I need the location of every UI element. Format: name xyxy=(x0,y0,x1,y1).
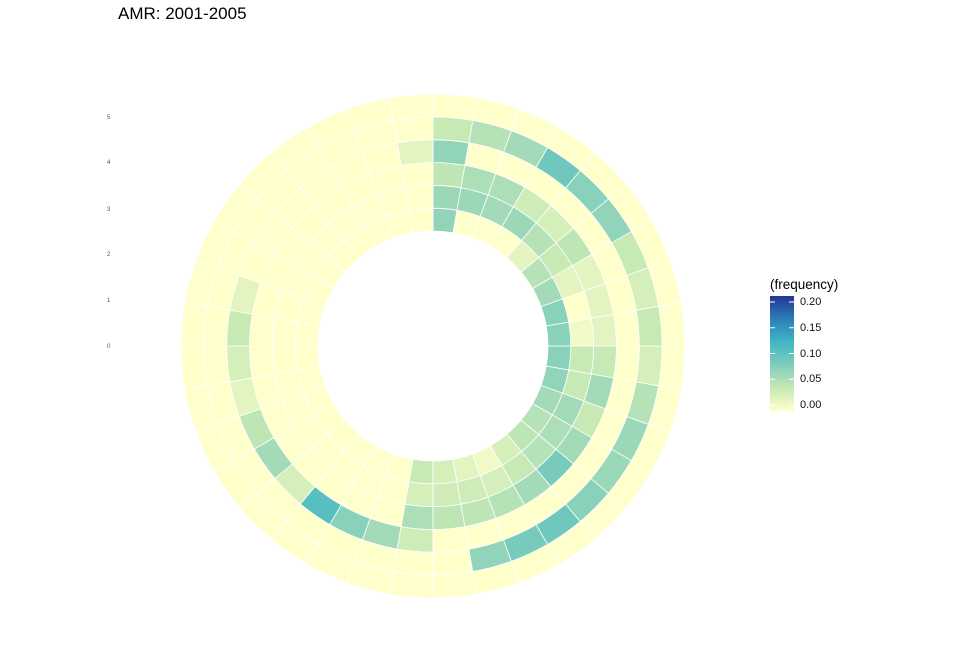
heat-cell xyxy=(432,481,462,508)
heat-cell xyxy=(226,345,253,383)
heat-cell xyxy=(590,313,617,347)
heat-cell xyxy=(432,139,470,166)
heat-cell xyxy=(400,503,434,530)
heat-cell xyxy=(432,207,458,234)
heat-cell xyxy=(545,345,572,371)
heat-cell xyxy=(249,313,276,347)
heat-cell xyxy=(658,301,686,347)
heat-cell xyxy=(432,503,466,530)
heat-cell xyxy=(404,481,434,508)
color-legend: (frequency) 0.20 0.15 0.10 0.05 0.00 xyxy=(770,277,838,416)
legend-tick-label: 0.20 xyxy=(800,296,822,308)
heat-cell xyxy=(432,162,466,189)
legend-tick-label: 0.10 xyxy=(800,347,822,360)
heat-cell xyxy=(613,345,640,383)
radial-label: 0 xyxy=(107,344,111,350)
heat-cell xyxy=(203,345,231,387)
heat-cell xyxy=(432,93,478,121)
heat-cell xyxy=(226,309,253,347)
legend-tick-label: 0.00 xyxy=(800,399,822,411)
heat-cell xyxy=(590,345,617,379)
legend-tick-label: 0.15 xyxy=(800,321,822,334)
legend-body: 0.20 0.15 0.10 0.05 0.00 xyxy=(770,296,838,416)
radial-label: 2 xyxy=(107,252,111,258)
heat-cell xyxy=(432,184,462,211)
heat-cell xyxy=(392,548,434,576)
heat-cell xyxy=(396,526,434,553)
heat-cell xyxy=(388,571,434,599)
heat-cell xyxy=(568,345,595,375)
heat-cell xyxy=(613,309,640,347)
heat-cell xyxy=(432,548,474,576)
radial-label: 5 xyxy=(107,115,111,121)
heat-cell xyxy=(635,345,663,387)
heat-cell xyxy=(432,116,474,144)
heat-cell xyxy=(432,571,478,599)
heat-cell xyxy=(388,93,434,121)
heat-cell xyxy=(432,526,470,553)
legend-colorbar xyxy=(770,296,794,411)
heat-cell xyxy=(294,321,321,347)
legend-tick-label: 0.05 xyxy=(800,373,822,386)
legend-title: (frequency) xyxy=(770,277,839,292)
radial-labels: 0 1 2 3 4 5 xyxy=(107,115,111,350)
chart-title: AMR: 2001-2005 xyxy=(118,4,247,23)
heat-cell xyxy=(658,345,686,391)
ring-group xyxy=(180,93,686,599)
heat-cell xyxy=(635,305,663,347)
heat-cell xyxy=(271,317,298,347)
heat-cell xyxy=(180,345,208,391)
heat-cell xyxy=(408,458,434,485)
heat-cell xyxy=(568,317,595,347)
radial-label: 3 xyxy=(107,207,111,213)
heat-cell xyxy=(271,345,298,375)
heat-cell xyxy=(400,162,434,189)
heat-cell xyxy=(203,305,231,347)
heat-cell xyxy=(404,184,434,211)
heat-cell xyxy=(249,345,276,379)
heat-cell xyxy=(392,116,434,144)
radial-label: 1 xyxy=(107,298,111,304)
heat-cell xyxy=(180,301,208,347)
radial-label: 4 xyxy=(107,160,111,166)
heat-cell xyxy=(396,139,434,166)
